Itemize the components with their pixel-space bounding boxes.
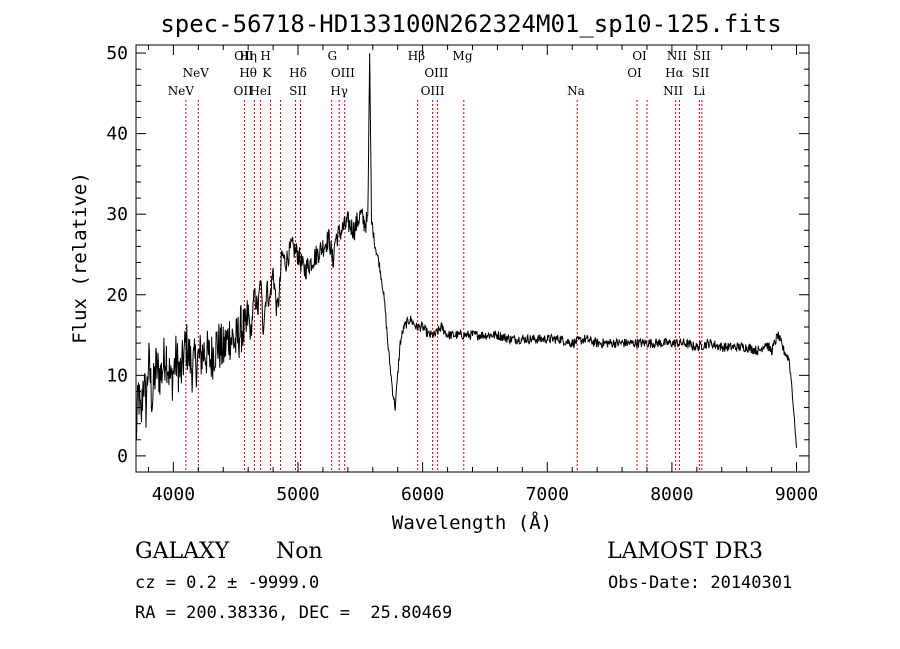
x-tick-label-2: 6000 — [401, 484, 444, 505]
line-label-lines_top-5: Mg — [453, 49, 473, 63]
flux-series — [135, 53, 797, 448]
obs-date: Obs-Date: 20140301 — [608, 573, 793, 593]
line-label-lines_mid-7: Hα — [665, 66, 684, 80]
line-label-lines_top-0: OII — [234, 49, 254, 63]
y-axis-label: Flux (relative) — [69, 172, 91, 344]
plot-frame — [135, 44, 810, 473]
line-label-lines_top-8: SII — [693, 49, 711, 63]
line-label-lines_bot-7: NII — [663, 84, 683, 98]
y-tick-label-5: 50 — [106, 43, 128, 64]
chart-title: spec-56718-HD133100N262324M01_sp10-125.f… — [160, 10, 781, 38]
y-tick-label-3: 30 — [106, 204, 128, 225]
y-tick-label-1: 10 — [106, 365, 128, 386]
line-label-lines_mid-4: OIII — [331, 66, 355, 80]
axis-ticks: 4000 5000 6000 7000 8000 9000 0 10 20 30 40 50 — [106, 43, 818, 505]
object-class: GALAXY — [135, 539, 230, 564]
y-tick-label-0: 0 — [117, 446, 128, 467]
emission-line-markers — [185, 100, 703, 472]
x-tick-label-5: 9000 — [775, 484, 818, 505]
x-tick-label-3: 7000 — [526, 484, 569, 505]
line-label-lines_top-6: OI — [632, 49, 647, 63]
line-label-lines_bot-2: HeI — [249, 84, 272, 98]
line-label-lines_top-1: Hη — [239, 49, 257, 63]
object-subclass: Non — [276, 539, 323, 564]
line-label-lines_mid-0: NeV — [183, 66, 210, 80]
x-axis-label: Wavelength (Å) — [392, 511, 552, 534]
ra-dec: RA = 200.38336, DEC = 25.80469 — [135, 603, 453, 623]
line-label-lines_mid-3: Hδ — [289, 66, 307, 80]
survey-name: LAMOST DR3 — [607, 539, 763, 564]
redshift-cz: cz = 0.2 ± -9999.0 — [135, 573, 320, 593]
line-label-lines_mid-2: K — [262, 66, 272, 80]
line-label-lines_mid-8: SII — [692, 66, 710, 80]
line-label-lines_mid-1: Hθ — [239, 66, 257, 80]
x-tick-label-4: 8000 — [650, 484, 693, 505]
line-label-lines_bot-5: OIII — [421, 84, 445, 98]
line-label-lines_bot-0: NeV — [168, 84, 195, 98]
x-tick-label-0: 4000 — [152, 484, 195, 505]
line-label-lines_top-3: G — [327, 49, 337, 63]
line-label-lines_top-4: Hβ — [408, 49, 425, 63]
line-label-lines_bot-3: SII — [289, 84, 307, 98]
x-tick-label-1: 5000 — [276, 484, 319, 505]
line-label-lines_bot-8: Li — [693, 84, 705, 98]
line-label-lines_top-7: NII — [667, 49, 687, 63]
y-tick-label-2: 20 — [106, 285, 128, 306]
y-tick-label-4: 40 — [106, 124, 128, 145]
flux-line-0 — [135, 53, 797, 448]
line-label-lines_bot-4: Hγ — [330, 84, 348, 98]
line-label-lines_bot-6: Na — [567, 84, 585, 98]
line-label-lines_mid-5: OIII — [424, 66, 448, 80]
line-label-lines_bot-1: OII — [234, 84, 254, 98]
line-label-lines_top-2: H — [260, 49, 270, 63]
line-label-lines_mid-6: OI — [627, 66, 642, 80]
